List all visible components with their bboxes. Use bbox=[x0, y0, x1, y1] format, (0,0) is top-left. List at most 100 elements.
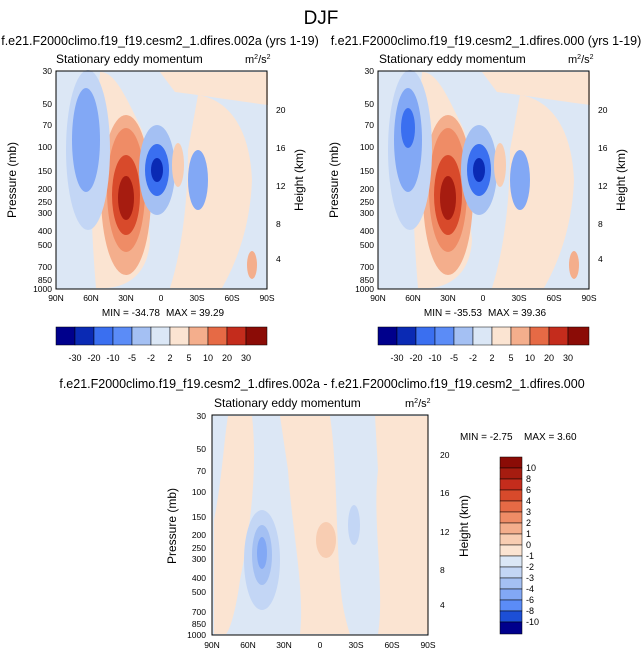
colorbar-label: 3 bbox=[526, 507, 531, 517]
colorbar-label: 10 bbox=[203, 353, 213, 363]
colorbar-label: 5 bbox=[186, 353, 191, 363]
x-tick-label: 30N bbox=[118, 293, 134, 303]
colorbar-swatch bbox=[499, 577, 523, 590]
colorbar-label: -20 bbox=[409, 353, 422, 363]
colorbar-label: 20 bbox=[222, 353, 232, 363]
height-tick-label: 20 bbox=[276, 105, 286, 115]
colorbar-swatch bbox=[150, 326, 171, 346]
y-tick-label: 250 bbox=[192, 543, 206, 553]
colorbar-label: -8 bbox=[526, 606, 534, 616]
colorbar-label: 1 bbox=[526, 529, 531, 539]
colorbar-label: 4 bbox=[526, 496, 531, 506]
colorbar-swatch bbox=[93, 326, 114, 346]
y-tick-label: 700 bbox=[192, 607, 206, 617]
colorbar-label: 20 bbox=[544, 353, 554, 363]
y-tick-label: 70 bbox=[197, 466, 207, 476]
colorbar-swatch bbox=[491, 326, 512, 346]
x-tick-label: 60S bbox=[384, 640, 399, 650]
colorbar-swatch bbox=[499, 621, 523, 635]
colorbar-label: -10 bbox=[106, 353, 119, 363]
colorbar-swatch bbox=[510, 326, 531, 346]
contour-field bbox=[55, 70, 268, 290]
colorbar-label: -3 bbox=[526, 573, 534, 583]
x-tick-label: 60N bbox=[240, 640, 256, 650]
y-tick-label: 30 bbox=[365, 66, 375, 76]
y-axis-label: Pressure (mb) bbox=[327, 142, 341, 218]
y-tick-label: 70 bbox=[365, 120, 375, 130]
panel-title: Stationary eddy momentum bbox=[379, 52, 526, 66]
colorbar-label: 10 bbox=[526, 463, 536, 473]
y-axis-right: 4 8 12 16 20 Height (km) bbox=[276, 105, 306, 264]
x-tick-label: 30N bbox=[276, 640, 292, 650]
x-axis: 90N 60N 30N 0 30S 60S 90S bbox=[48, 293, 275, 303]
colorbar-swatch bbox=[499, 500, 523, 513]
units-label: m2/s2 bbox=[245, 54, 271, 66]
colorbar-label: -30 bbox=[390, 353, 403, 363]
x-tick-label: 30N bbox=[440, 293, 456, 303]
contour-neg-mid bbox=[72, 88, 100, 192]
colorbar-swatch bbox=[499, 533, 523, 546]
contour-pos-max bbox=[118, 176, 134, 220]
colorbar-label: 2 bbox=[167, 353, 172, 363]
colorbar-label: 30 bbox=[563, 353, 573, 363]
colorbar-swatch bbox=[499, 511, 523, 524]
y-tick-label: 100 bbox=[360, 142, 374, 152]
colorbar-swatch bbox=[499, 599, 523, 612]
colorbar-label: 0 bbox=[526, 540, 531, 550]
y-tick-label: 100 bbox=[192, 487, 206, 497]
plot-frame bbox=[211, 414, 429, 636]
height-tick-label: 12 bbox=[598, 181, 608, 191]
colorbar: -30 -20 -10 -5 -2 2 5 10 20 30 bbox=[55, 326, 268, 363]
y-tick-label: 500 bbox=[192, 587, 206, 597]
colorbar-label: -2 bbox=[469, 353, 477, 363]
y-tick-label: 50 bbox=[197, 444, 207, 454]
height-tick-label: 8 bbox=[598, 219, 603, 229]
y-tick-label: 30 bbox=[43, 66, 53, 76]
x-tick-label: 0 bbox=[318, 640, 323, 650]
x-tick-label: 90N bbox=[48, 293, 64, 303]
height-tick-label: 4 bbox=[598, 254, 603, 264]
colorbar-swatch bbox=[415, 326, 436, 346]
panel-title: Stationary eddy momentum bbox=[214, 396, 361, 410]
x-tick-label: 90S bbox=[420, 640, 435, 650]
y-tick-label: 1000 bbox=[355, 284, 374, 294]
y-axis-label: Pressure (mb) bbox=[5, 142, 19, 218]
colorbar-swatch bbox=[548, 326, 569, 346]
y-tick-label: 850 bbox=[38, 275, 52, 285]
contour-pos-light bbox=[482, 72, 590, 105]
y-tick-label: 30 bbox=[197, 411, 207, 421]
x-tick-label: 90N bbox=[204, 640, 220, 650]
y-tick-label: 150 bbox=[360, 166, 374, 176]
y-tick-label: 700 bbox=[38, 262, 52, 272]
x-tick-label: 30S bbox=[348, 640, 363, 650]
y-tick-label: 400 bbox=[192, 573, 206, 583]
contour-field bbox=[377, 70, 590, 290]
colorbar-swatch bbox=[499, 467, 523, 480]
height-tick-label: 4 bbox=[276, 254, 281, 264]
colorbar-swatch bbox=[112, 326, 133, 346]
y-tick-label: 150 bbox=[38, 166, 52, 176]
x-tick-label: 0 bbox=[159, 293, 164, 303]
x-tick-label: 90N bbox=[370, 293, 386, 303]
colorbar-swatch bbox=[567, 326, 590, 346]
plot-frame bbox=[377, 70, 590, 290]
x-tick-label: 30S bbox=[189, 293, 204, 303]
colorbar-label: -5 bbox=[128, 353, 136, 363]
colorbar-swatch bbox=[434, 326, 455, 346]
contour-neg-core bbox=[401, 108, 415, 148]
colorbar: 10 8 6 4 3 2 1 0 -1 -2 -3 -4 -6 -8 -10 bbox=[499, 456, 539, 635]
height-tick-label: 4 bbox=[440, 600, 445, 610]
min-label: MIN = -34.78 bbox=[102, 308, 161, 319]
x-tick-label: 60S bbox=[546, 293, 561, 303]
contour-neg-small bbox=[348, 505, 360, 545]
height-tick-label: 16 bbox=[276, 143, 286, 153]
panel-header: f.e21.F2000climo.f19_f19.cesm2_1.dfires.… bbox=[59, 377, 584, 391]
contour-neg-min bbox=[473, 158, 485, 182]
height-tick-label: 20 bbox=[440, 450, 450, 460]
y-axis-right: 4 8 12 16 20 Height (km) bbox=[440, 450, 471, 610]
contour-neg-min bbox=[151, 158, 163, 182]
colorbar-label: -10 bbox=[428, 353, 441, 363]
x-tick-label: 90S bbox=[259, 293, 274, 303]
x-tick-label: 60N bbox=[83, 293, 99, 303]
